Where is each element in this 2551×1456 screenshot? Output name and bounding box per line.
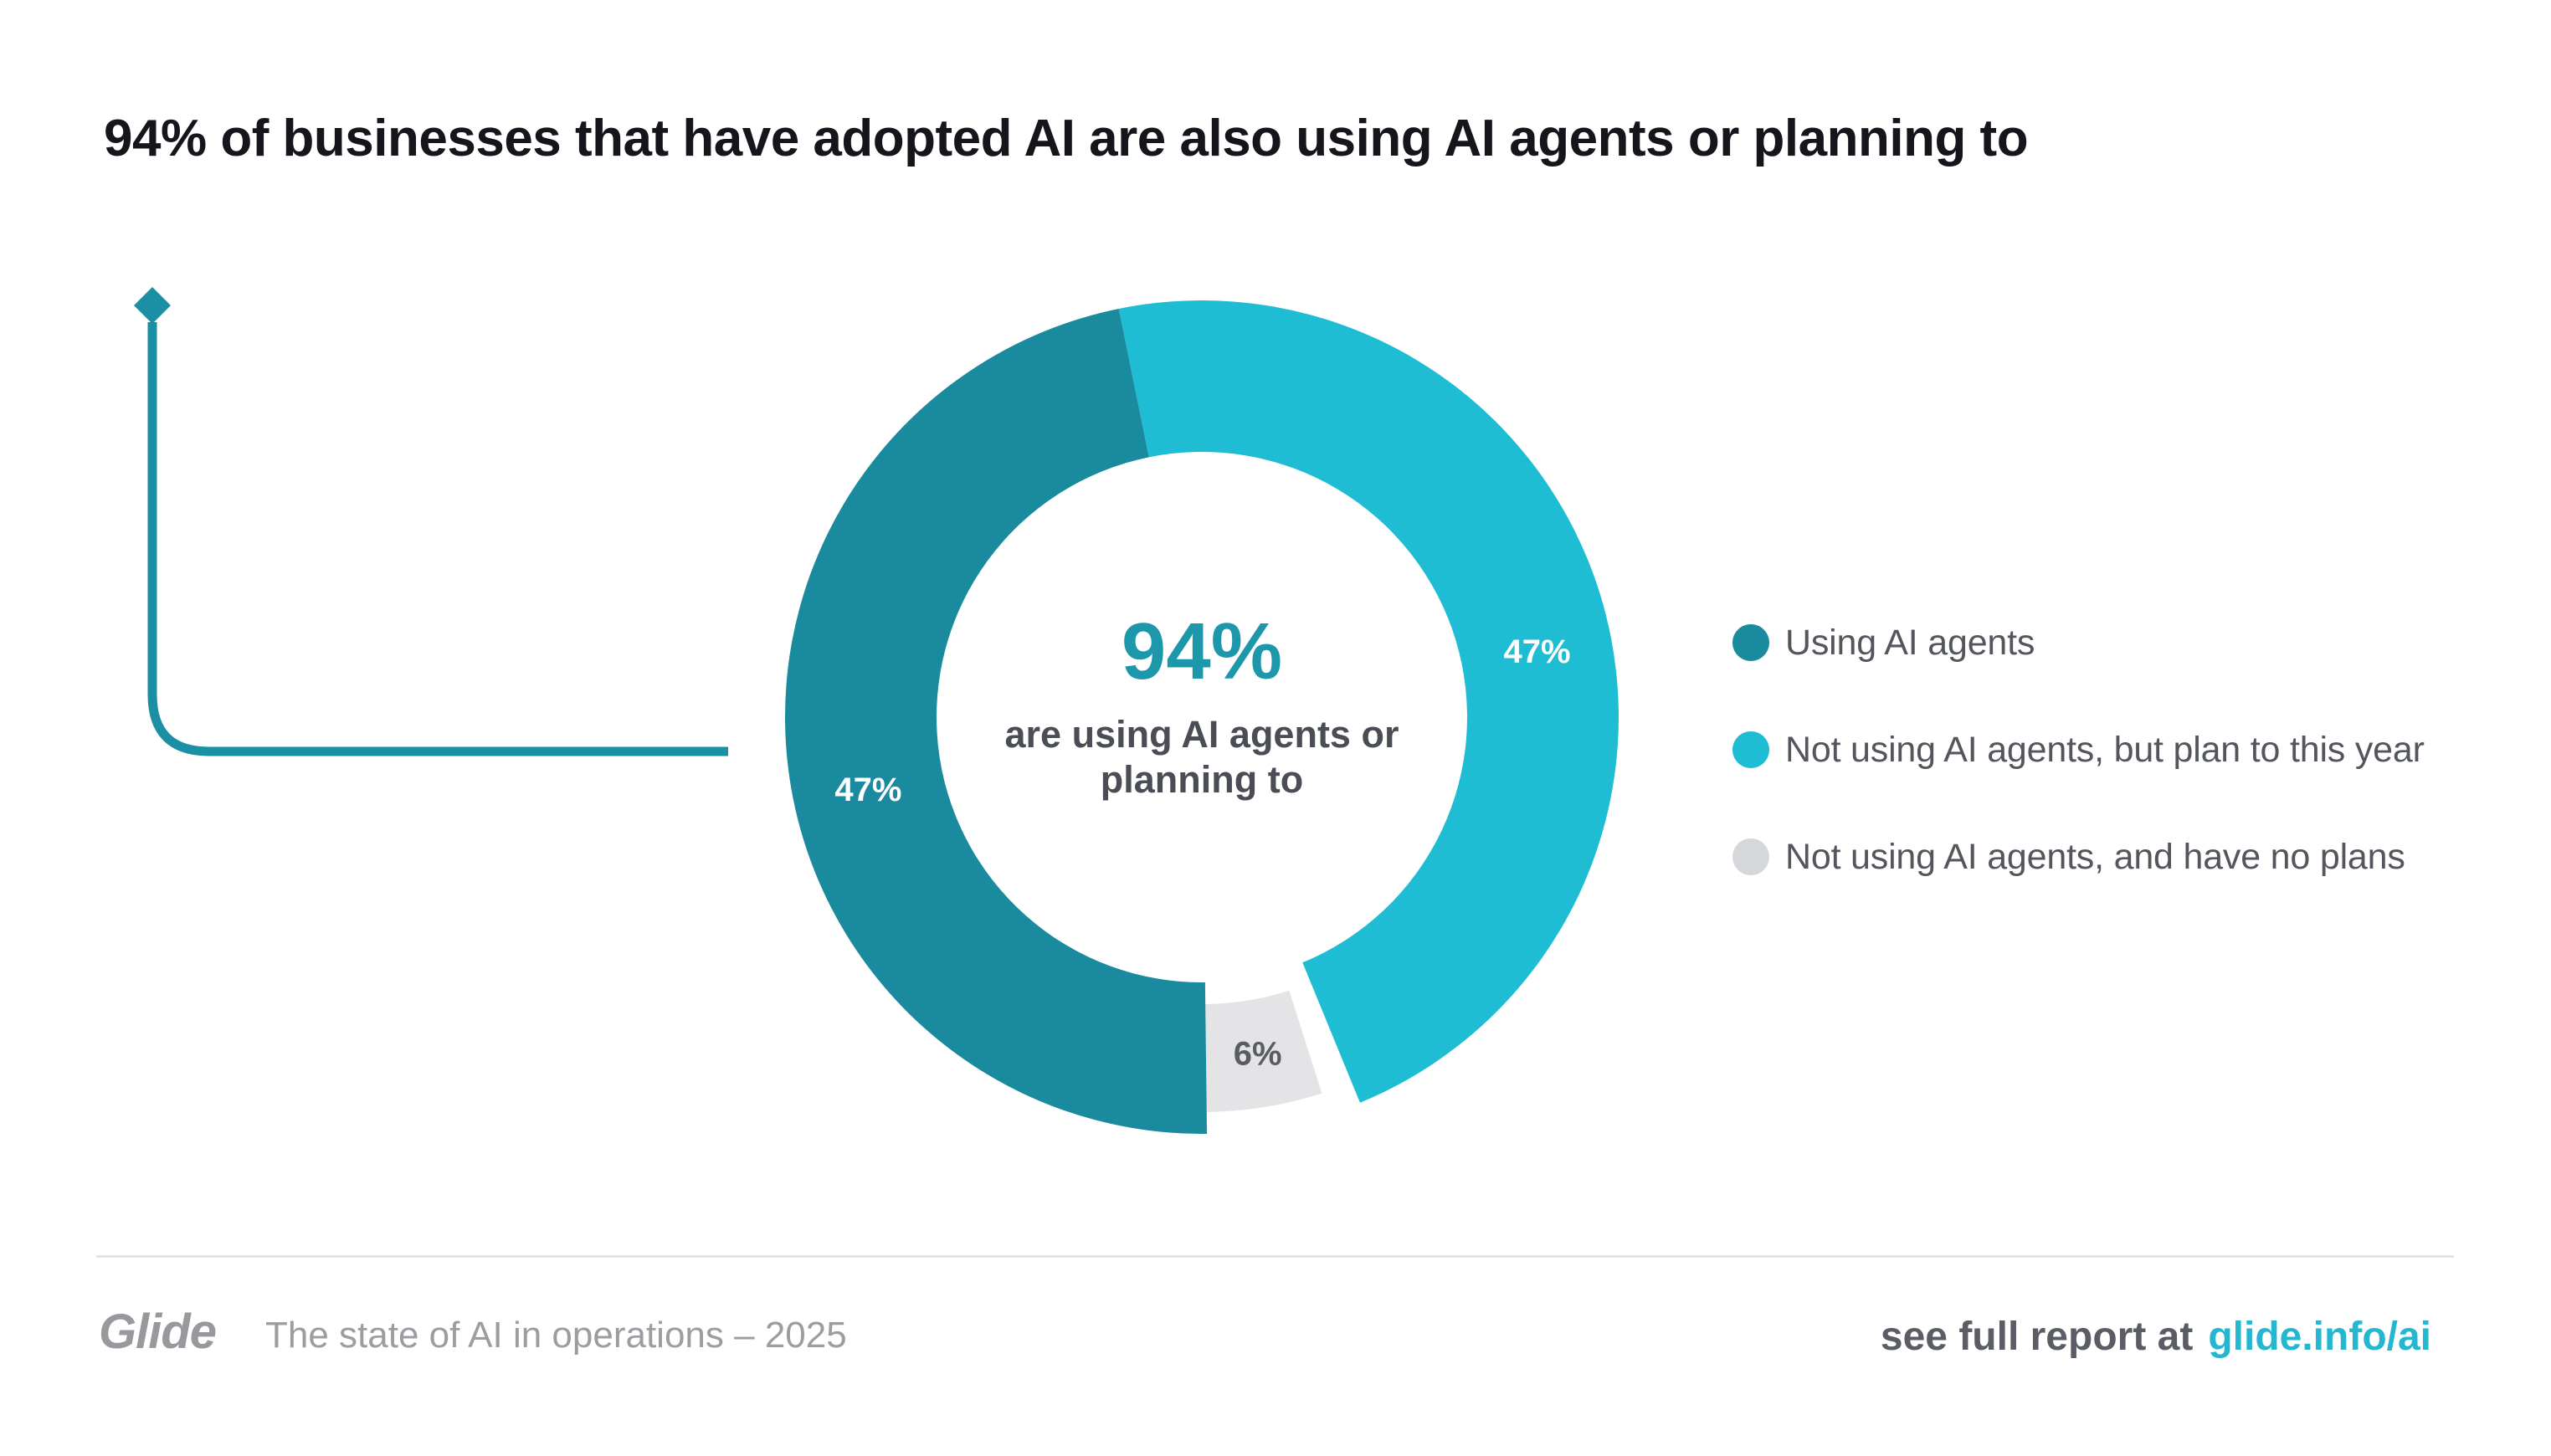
- axis-line: [147, 322, 728, 756]
- legend-item-using-ai-agents: Using AI agents: [1732, 618, 2425, 668]
- donut-segment-label: 6%: [1234, 1036, 1282, 1073]
- axis-diamond-icon: [134, 287, 171, 324]
- donut-segment-label: 47%: [1503, 633, 1570, 670]
- donut-center-caption: are using AI agents or planning to: [1004, 713, 1399, 801]
- page-title: 94% of businesses that have adopted AI a…: [104, 110, 2029, 167]
- donut-segment: [785, 308, 1208, 1134]
- donut-segment: [1118, 300, 1619, 1103]
- legend-dot-using-ai-agents: [1732, 624, 1769, 661]
- donut-center-value: 94%: [1121, 607, 1283, 696]
- donut-segment: [1205, 990, 1322, 1112]
- legend-item-plan-to-this-year: Not using AI agents, but plan to this ye…: [1732, 725, 2425, 775]
- legend-dot-no-plans: [1732, 838, 1769, 875]
- donut-segment-label: 47%: [834, 772, 901, 808]
- legend: Using AI agents Not using AI agents, but…: [1732, 618, 2425, 939]
- footer-tagline: The state of AI in operations – 2025: [265, 1315, 847, 1356]
- legend-label: Using AI agents: [1785, 622, 2035, 663]
- donut-svg: 47% 6% 47%: [785, 300, 1619, 1134]
- legend-label: Not using AI agents, and have no plans: [1785, 836, 2405, 877]
- footer-cta-text: see full report at: [1880, 1315, 2194, 1359]
- brand-logo: Glide: [99, 1305, 217, 1359]
- legend-dot-plan-to-this-year: [1732, 731, 1769, 768]
- report-link[interactable]: glide.info/ai: [2208, 1315, 2431, 1359]
- axis-decoration: [134, 287, 728, 756]
- footer-divider: [96, 1255, 2454, 1258]
- legend-item-no-plans: Not using AI agents, and have no plans: [1732, 832, 2425, 882]
- footer-cta: see full report at glide.info/ai: [1881, 1314, 2431, 1360]
- legend-label: Not using AI agents, but plan to this ye…: [1785, 729, 2425, 770]
